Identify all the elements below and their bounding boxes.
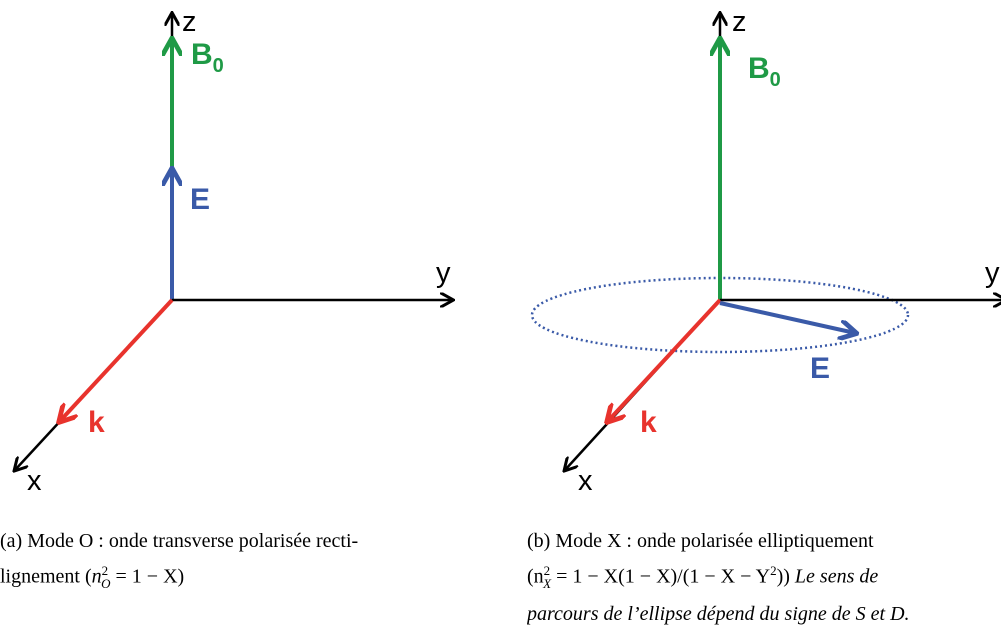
panel-b: z y x B0 E k bbox=[530, 6, 1001, 497]
k-label-b: k bbox=[640, 406, 657, 439]
caption-a-line2: lignement (n2O = 1 − X) bbox=[0, 563, 185, 591]
axis-z-label-b: z bbox=[732, 6, 747, 38]
e-label-a: E bbox=[190, 183, 210, 216]
caption-a: (a) Mode O : onde transverse polarisée r… bbox=[0, 526, 470, 599]
caption-a-line1: (a) Mode O : onde transverse polarisée r… bbox=[0, 530, 359, 552]
e-label-b: E bbox=[810, 352, 830, 385]
diagram-canvas: z y x B0 E k z y x B0 E k bbox=[0, 6, 1001, 497]
k-label-a: k bbox=[88, 406, 105, 439]
b0-label-b: B0 bbox=[748, 52, 781, 91]
panel-a: z y x B0 E k bbox=[15, 6, 452, 497]
k-vector-a bbox=[60, 298, 174, 421]
k-vector-b bbox=[608, 298, 722, 421]
e-vector-b bbox=[719, 301, 855, 333]
axis-y-label-b: y bbox=[985, 257, 1000, 289]
b0-label-a: B0 bbox=[191, 38, 224, 77]
axis-x-label-a: x bbox=[27, 465, 42, 497]
axis-x-label-b: x bbox=[578, 465, 593, 497]
caption-b-line1: (b) Mode X : onde polarisée elliptiqueme… bbox=[527, 530, 874, 552]
caption-b: (b) Mode X : onde polarisée elliptiqueme… bbox=[527, 526, 1001, 629]
axis-z-label-a: z bbox=[182, 6, 197, 38]
caption-b-line2: (n2X = 1 − X(1 − X)/(1 − X − Y2)) Le sen… bbox=[527, 563, 879, 591]
axis-y-label-a: y bbox=[436, 257, 451, 289]
